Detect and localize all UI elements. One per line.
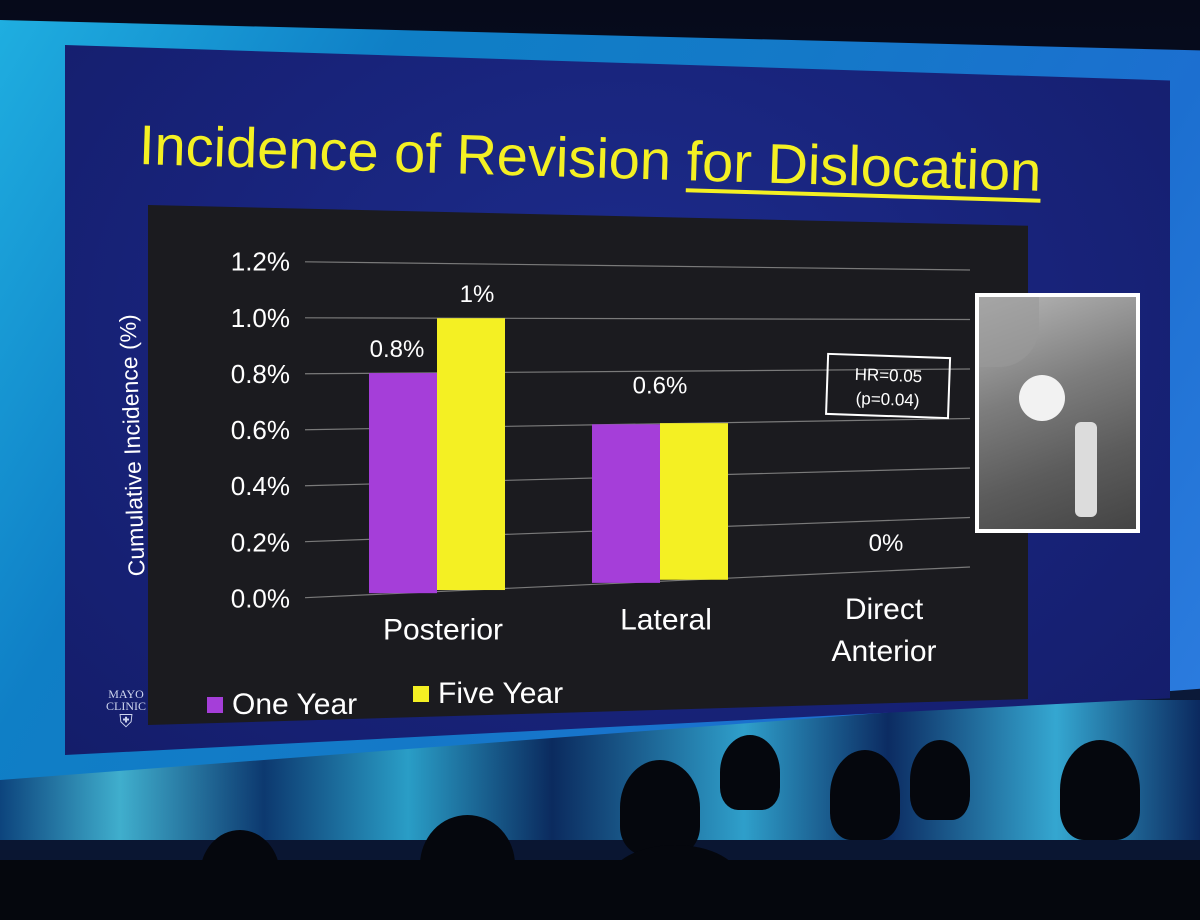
legend: One Year Five Year (207, 677, 563, 721)
gridline (304, 368, 971, 375)
legend-swatch (207, 697, 223, 713)
bar-chart: 0.0%0.2%0.4%0.6%0.8%1.0%1.2% 0.8%1%0.6%0… (114, 247, 971, 721)
y-tick-label: 0.6% (231, 415, 290, 445)
logo-line2: CLINIC (106, 699, 146, 713)
data-labels: 0.8% 1% 0.6% 0% (370, 281, 904, 557)
gridline (304, 317, 971, 321)
logo-line1: MAYO (108, 687, 144, 701)
audience-head (720, 735, 780, 810)
hr-annotation-box (825, 352, 952, 420)
data-label: 0.8% (370, 336, 425, 363)
hr-annotation-line1: HR=0.05 (854, 365, 922, 386)
legend-swatch (413, 686, 429, 702)
data-label: 1% (460, 281, 495, 308)
audience-head (910, 740, 970, 820)
shield-icon: ⛨ (119, 711, 133, 731)
hip-xray-image (975, 293, 1140, 533)
bar-five-year (660, 423, 728, 580)
y-tick-label: 0.0% (231, 583, 290, 613)
y-tick-labels: 0.0% 0.2% 0.4% 0.6% 0.8% 1.0% 1.2% (231, 247, 290, 614)
y-axis-label: Cumulative Incidence (%) (114, 314, 149, 577)
femoral-head (1019, 375, 1065, 421)
bars (369, 318, 728, 594)
category-label: Posterior (383, 614, 503, 647)
bar-one-year (369, 373, 437, 594)
data-label: 0.6% (633, 373, 688, 400)
bar-five-year (437, 318, 505, 591)
pelvis-shadow (979, 297, 1039, 367)
y-tick-label: 1.2% (231, 247, 290, 277)
audience-head (830, 750, 900, 840)
gridline (304, 261, 971, 271)
category-labels: Posterior Lateral Direct Anterior (383, 593, 937, 668)
audience-head (1060, 740, 1140, 840)
data-label: 0% (869, 530, 904, 557)
audience-row (0, 860, 1200, 920)
legend-label: Five Year (438, 677, 563, 710)
femoral-stem (1075, 422, 1097, 517)
bar-one-year (592, 424, 660, 583)
y-tick-label: 0.2% (231, 527, 290, 557)
hr-annotation: HR=0.05 (p=0.04) (825, 352, 952, 420)
category-label: Lateral (620, 603, 712, 636)
y-tick-label: 1.0% (231, 303, 290, 333)
y-tick-label: 0.4% (231, 471, 290, 501)
category-label: Direct (845, 593, 924, 626)
category-label: Anterior (831, 635, 936, 668)
mayo-clinic-logo: MAYO CLINIC ⛨ (96, 688, 156, 730)
legend-label: One Year (232, 688, 357, 721)
audience-head (620, 760, 700, 855)
audience-silhouettes (0, 735, 1200, 920)
hr-annotation-line2: (p=0.04) (855, 389, 919, 410)
chart-panel (148, 205, 1028, 725)
y-tick-label: 0.8% (231, 359, 290, 389)
